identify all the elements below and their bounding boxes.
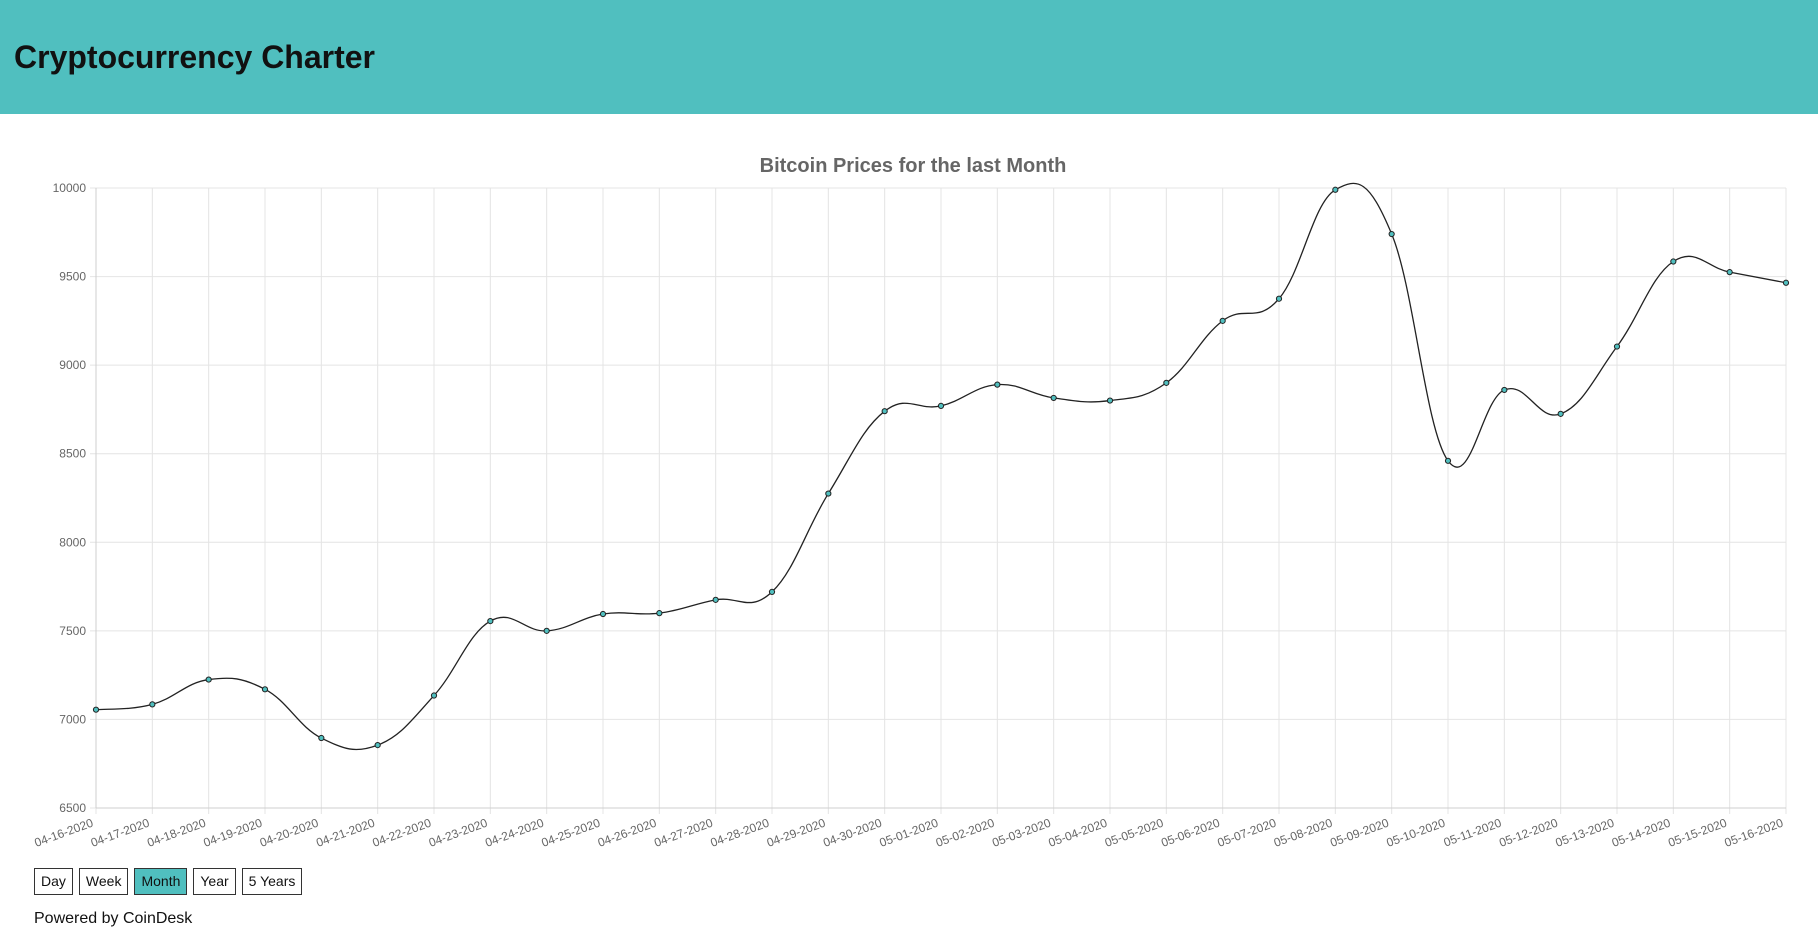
x-tick-label: 05-12-2020 [1497,816,1560,850]
x-tick-label: 04-24-2020 [483,816,546,850]
data-point [1219,317,1226,324]
y-tick-label: 7000 [59,712,86,726]
data-point [487,618,494,625]
range-button-week[interactable]: Week [78,868,129,895]
data-point [1388,230,1395,238]
data-point [825,490,832,497]
x-tick-label: 04-17-2020 [89,816,152,850]
x-tick-label: 04-27-2020 [652,816,715,850]
data-point [1163,379,1170,386]
data-point [318,734,325,742]
y-tick-label: 8000 [59,535,86,549]
range-button-month[interactable]: Month [134,868,188,895]
x-tick-label: 05-14-2020 [1610,816,1673,850]
bitcoin-price-chart: Bitcoin Prices for the last Month 6500 70… [33,155,1790,850]
chart-grid [90,187,1787,814]
y-tick-label: 7500 [59,624,86,638]
x-tick-label: 05-02-2020 [934,816,997,850]
data-point [1050,394,1057,402]
data-point [599,610,607,618]
data-point [149,701,156,708]
y-tick-label: 9500 [59,270,86,284]
data-point [1782,279,1790,286]
x-tick-label: 04-20-2020 [258,816,321,850]
x-tick-label: 05-09-2020 [1328,816,1391,850]
range-button-day[interactable]: Day [34,868,73,895]
x-tick-label: 05-01-2020 [878,816,941,850]
x-tick-label: 04-19-2020 [202,816,265,850]
data-point [712,596,719,603]
chart-axes: 6500 7000 7500 8000 8500 9000 9500 10000 04-16-2… [33,181,1786,850]
data-point [1726,269,1733,276]
data-point [937,402,945,409]
y-tick-label: 8500 [59,447,86,461]
x-tick-label: 04-30-2020 [821,816,884,850]
data-point [205,676,212,683]
x-tick-label: 05-07-2020 [1216,816,1279,850]
x-tick-label: 04-22-2020 [371,816,434,850]
x-tick-label: 04-18-2020 [145,816,208,850]
x-tick-label: 05-10-2020 [1385,816,1448,850]
x-tick-label: 04-23-2020 [427,816,490,850]
header-bar: Cryptocurrency Charter [0,0,1818,114]
data-point [1332,186,1339,193]
x-tick-label: 04-29-2020 [765,816,828,850]
powered-by-text: Powered by CoinDesk [34,910,193,927]
x-tick-label: 04-26-2020 [596,816,659,850]
data-point [1444,457,1452,464]
data-point [1613,343,1621,350]
chart-series [92,182,1790,751]
data-point [768,588,776,595]
data-point [1501,386,1508,394]
chart-title: Bitcoin Prices for the last Month [760,155,1067,177]
chart-container: Bitcoin Prices for the last Month 6500 70… [0,140,1818,850]
app-title: Cryptocurrency Charter [14,39,375,75]
x-tick-label: 05-15-2020 [1666,816,1729,850]
x-tick-label: 05-04-2020 [1047,816,1110,850]
x-tick-label: 04-25-2020 [540,816,603,850]
data-point [1106,397,1114,404]
x-tick-label: 05-03-2020 [990,816,1053,850]
x-tick-label: 05-13-2020 [1554,816,1617,850]
y-tick-label: 9000 [59,358,86,372]
data-point [543,627,550,634]
data-point [994,381,1001,388]
x-tick-label: 05-05-2020 [1103,816,1166,850]
data-point [656,610,663,617]
data-point [1275,295,1283,302]
data-point [881,408,888,415]
x-tick-label: 05-16-2020 [1723,816,1786,850]
x-tick-label: 04-21-2020 [314,816,377,850]
x-tick-label: 05-11-2020 [1442,816,1504,850]
data-point [1670,258,1677,265]
y-tick-label: 10000 [53,181,87,195]
data-point [374,742,381,749]
data-point [261,686,269,693]
x-tick-label: 05-06-2020 [1159,816,1222,850]
data-point [92,706,100,713]
range-selector: Day Week Month Year 5 Years [34,868,303,895]
data-point [430,692,438,699]
x-tick-label: 04-16-2020 [33,816,96,850]
x-tick-label: 05-08-2020 [1272,816,1335,850]
y-tick-label: 6500 [59,801,86,815]
range-button-5-years[interactable]: 5 Years [241,868,303,895]
x-tick-label: 04-28-2020 [709,816,772,850]
data-point [1557,410,1564,417]
range-button-year[interactable]: Year [193,868,236,895]
